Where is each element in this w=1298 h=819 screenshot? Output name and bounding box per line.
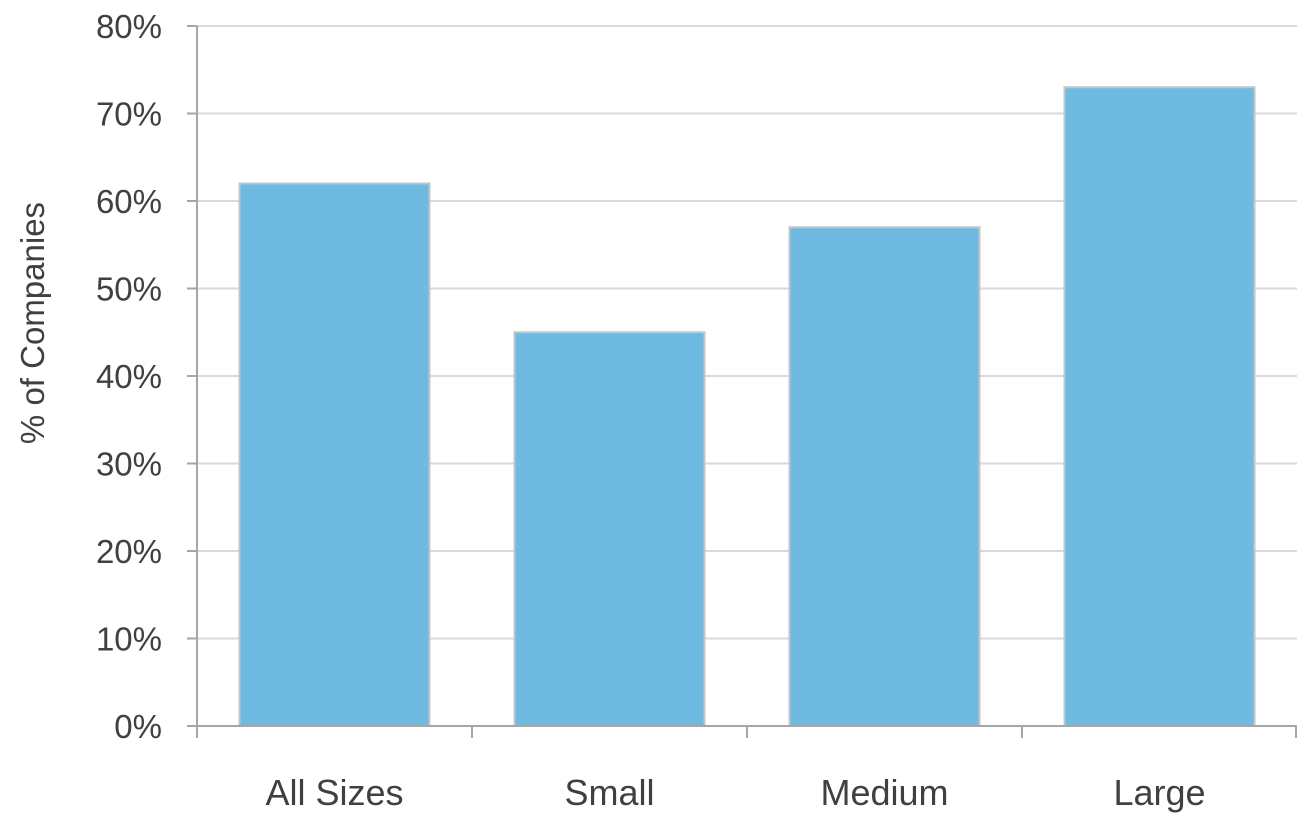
y-tick-label: 10% — [96, 621, 162, 658]
x-category-label: All Sizes — [265, 772, 403, 813]
y-axis-title: % of Companies — [14, 202, 51, 444]
labels: 0% 10% 20% 30% 40% 50% 60% 70% 80% All Sizes Small… — [96, 8, 1206, 813]
y-tick-label: 20% — [96, 533, 162, 570]
bar-small — [513, 331, 706, 727]
y-tick-label: 50% — [96, 271, 162, 308]
y-tick-label: 30% — [96, 446, 162, 483]
bars — [238, 86, 1256, 727]
bar-all-sizes — [238, 182, 431, 727]
x-category-label: Medium — [820, 772, 948, 813]
bar-medium — [788, 226, 981, 727]
y-tick-label: 40% — [96, 358, 162, 395]
y-tick-label: 80% — [96, 8, 162, 45]
x-category-label: Small — [564, 772, 654, 813]
y-tick-label: 60% — [96, 183, 162, 220]
axes — [187, 25, 1297, 738]
y-tick-label: 0% — [114, 708, 162, 745]
y-tick-label: 70% — [96, 96, 162, 133]
x-category-label: Large — [1113, 772, 1205, 813]
bar-large — [1063, 86, 1256, 727]
